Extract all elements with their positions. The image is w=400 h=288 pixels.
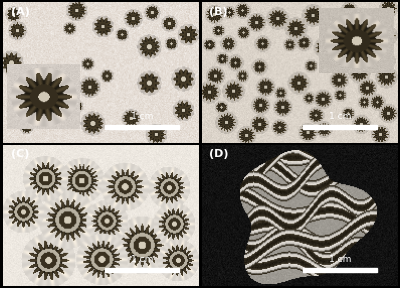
Text: (B): (B) (210, 7, 228, 16)
Bar (105, 268, 179, 272)
Text: (C): (C) (11, 149, 29, 159)
Bar (303, 125, 377, 129)
Text: (D): (D) (210, 149, 229, 159)
Text: 1 cm: 1 cm (329, 255, 351, 264)
Bar (303, 268, 377, 272)
Text: (A): (A) (11, 7, 30, 16)
Text: 1 cm: 1 cm (131, 255, 153, 264)
Text: 1 cm: 1 cm (131, 112, 153, 121)
Text: 1 cm: 1 cm (329, 112, 351, 121)
Bar (105, 125, 179, 129)
